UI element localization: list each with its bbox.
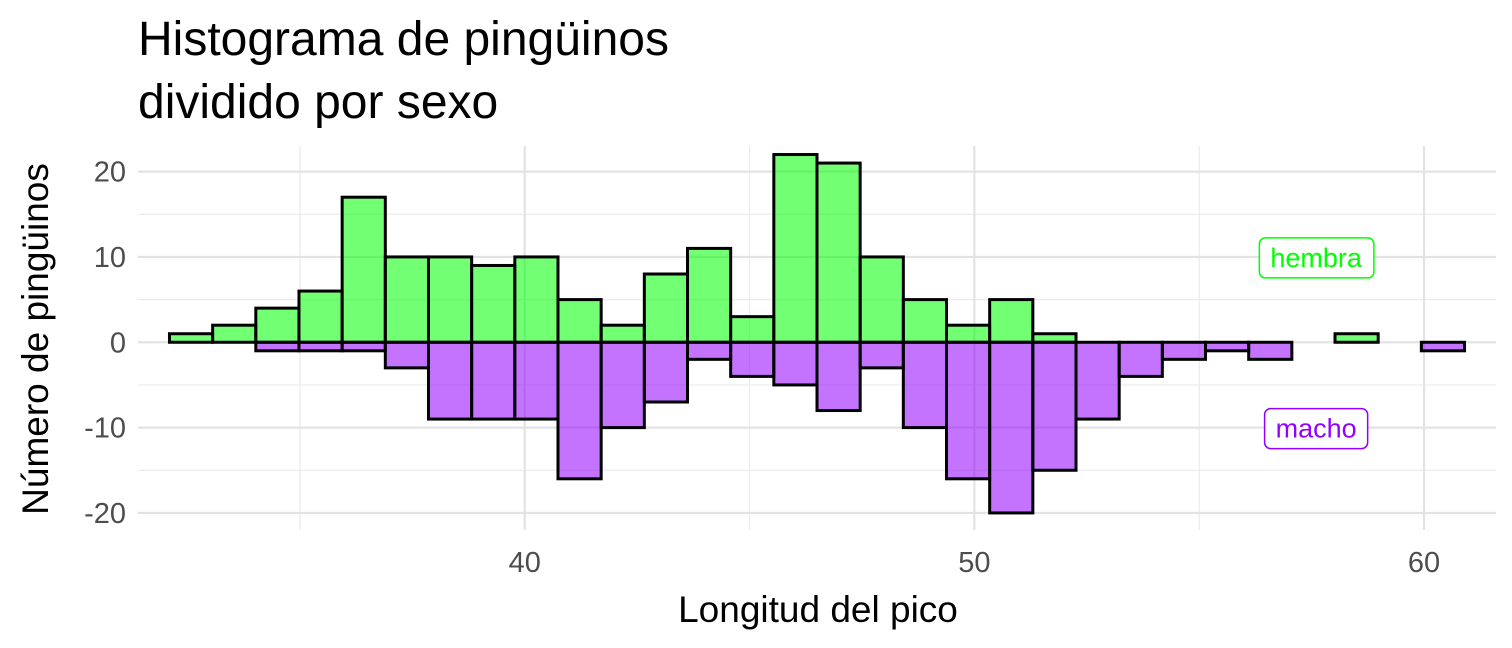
bar-macho — [858, 340, 905, 370]
bar-macho — [945, 340, 992, 481]
bar-macho — [901, 340, 949, 430]
y-tick-label: -10 — [84, 413, 126, 445]
y-tick-label: -20 — [84, 498, 126, 530]
bar-macho — [470, 340, 517, 421]
bar-hembra — [340, 195, 387, 344]
bar-hembra — [1333, 332, 1380, 344]
bar-hembra — [858, 255, 905, 344]
axis-ticks: 40 50 60 -20 -10 0 10 20 — [84, 157, 1440, 579]
bar-macho — [254, 340, 301, 353]
bar-hembra — [167, 332, 215, 344]
bar-hembra — [901, 298, 949, 344]
x-axis-label: Longitud del pico — [678, 589, 958, 630]
bar-hembra — [729, 315, 776, 344]
chart-title-line-2: dividido por sexo — [138, 76, 498, 129]
bar-macho — [556, 340, 603, 481]
bar-hembra — [772, 153, 819, 344]
bar-hembra — [599, 323, 646, 344]
bar-macho — [426, 340, 474, 421]
x-tick-label: 50 — [958, 547, 990, 579]
chart-title-line-1: Histograma de pingüinos — [138, 13, 669, 66]
bar-macho — [685, 340, 733, 361]
annotation-hembra: hembra — [1258, 237, 1375, 279]
bar-macho — [1031, 340, 1078, 472]
bar-macho — [383, 340, 430, 370]
bar-hembra — [556, 298, 603, 344]
y-tick-label: 20 — [94, 157, 126, 189]
bar-macho — [1117, 340, 1164, 378]
bar-macho — [1419, 340, 1467, 353]
bar-hembra — [470, 263, 517, 344]
bar-macho — [772, 340, 819, 387]
bar-hembra — [297, 289, 344, 344]
bar-macho — [988, 340, 1035, 515]
annotation-box-macho — [1263, 407, 1369, 450]
bar-macho — [1074, 340, 1121, 421]
bar-hembra — [815, 161, 862, 344]
bar-macho — [599, 340, 646, 430]
bar-hembra — [383, 255, 430, 344]
bar-macho — [1247, 340, 1294, 361]
bar-macho — [1204, 340, 1251, 353]
bar-hembra — [513, 255, 560, 344]
x-tick-label: 40 — [509, 547, 541, 579]
histogram-bars — [167, 153, 1467, 515]
bar-hembra — [988, 298, 1035, 344]
bar-hembra — [945, 323, 992, 344]
bar-hembra — [642, 272, 689, 344]
bar-hembra — [426, 255, 474, 344]
annotation-macho: macho — [1263, 407, 1369, 450]
annotation-label-macho: macho — [1276, 414, 1357, 444]
x-tick-label: 60 — [1408, 547, 1440, 579]
y-axis-label: Número de pingüinos — [15, 163, 56, 515]
legend-annotations: hembra macho — [1258, 237, 1375, 450]
bar-macho — [815, 340, 862, 413]
bar-hembra — [254, 306, 301, 344]
bar-macho — [1160, 340, 1208, 361]
bar-hembra — [685, 246, 733, 344]
annotation-label-hembra: hembra — [1270, 243, 1363, 273]
bar-macho — [297, 340, 344, 353]
bar-macho — [340, 340, 387, 353]
y-tick-label: 10 — [94, 242, 126, 274]
bar-hembra — [211, 323, 258, 344]
annotation-box-hembra — [1258, 237, 1375, 279]
bar-macho — [513, 340, 560, 421]
bar-macho — [729, 340, 776, 378]
bar-macho — [642, 340, 689, 404]
y-tick-label: 0 — [110, 327, 126, 359]
